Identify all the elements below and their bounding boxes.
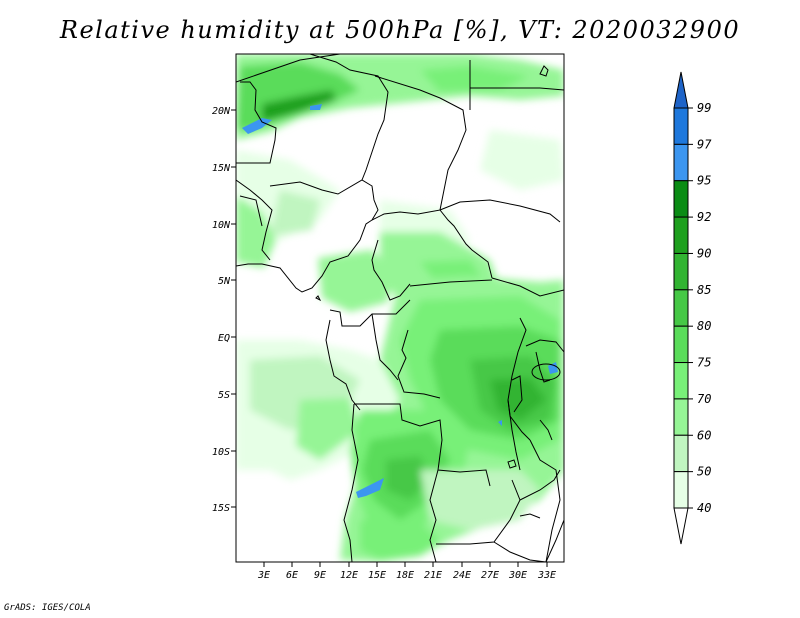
lon-label: 12E [340, 570, 358, 581]
colorbar-label: 40 [697, 501, 711, 515]
lat-label: 10N [212, 220, 231, 231]
colorbar-label: 60 [697, 428, 711, 442]
colorbar-bin [673, 216, 689, 254]
map-frame [235, 53, 565, 563]
map-title: Relative humidity at 500hPa [%], VT: 202… [59, 16, 741, 44]
colorbar-label: 75 [697, 356, 711, 370]
lat-label: 10S [212, 447, 230, 458]
colorbar-label: 95 [697, 174, 711, 188]
colorbar-bin [673, 289, 689, 327]
colorbar-bin [673, 362, 689, 400]
lat-label: EQ [218, 333, 230, 344]
colorbar-bottom-arrow [673, 507, 689, 545]
lon-label: 30E [508, 570, 527, 581]
colorbar-label: 80 [697, 319, 711, 333]
lon-label: 27E [481, 570, 499, 581]
colorbar-bin [673, 252, 689, 291]
colorbar-bin [673, 398, 689, 436]
colorbar-bin [673, 143, 689, 182]
lon-label: 24E [453, 570, 471, 581]
colorbar-label: 50 [697, 465, 711, 479]
lon-label: 9E [314, 570, 326, 581]
colorbar-bin [673, 180, 689, 218]
lat-label: 20N [212, 106, 231, 117]
colorbar-bin [673, 471, 689, 509]
colorbar: 99 97 95 92 90 85 80 75 70 60 50 40 [673, 71, 712, 545]
lon-label: 6E [286, 570, 298, 581]
colorbar-label: 97 [697, 137, 712, 151]
lat-label: 15N [212, 163, 231, 174]
colorbar-label: 99 [697, 101, 711, 115]
lon-label: 3E [257, 570, 270, 581]
lon-label: 21E [424, 570, 442, 581]
lon-label: 18E [396, 570, 414, 581]
colorbar-label: 92 [697, 210, 711, 224]
colorbar-label: 85 [697, 283, 711, 297]
country-borders [236, 54, 564, 562]
lon-label: 15E [368, 570, 386, 581]
colorbar-bin [673, 434, 689, 473]
humidity-field [236, 54, 564, 562]
colorbar-label: 90 [697, 246, 711, 260]
lat-label: 5N [218, 276, 231, 287]
colorbar-bin [673, 325, 689, 364]
colorbar-label: 70 [697, 392, 711, 406]
lat-label: 5S [218, 390, 230, 401]
lat-label: 15S [212, 503, 230, 514]
colorbar-top-arrow [673, 71, 689, 109]
colorbar-bin [673, 107, 689, 145]
grads-credit: GrADS: IGES/COLA [4, 603, 91, 613]
lon-label: 33E [537, 570, 556, 581]
